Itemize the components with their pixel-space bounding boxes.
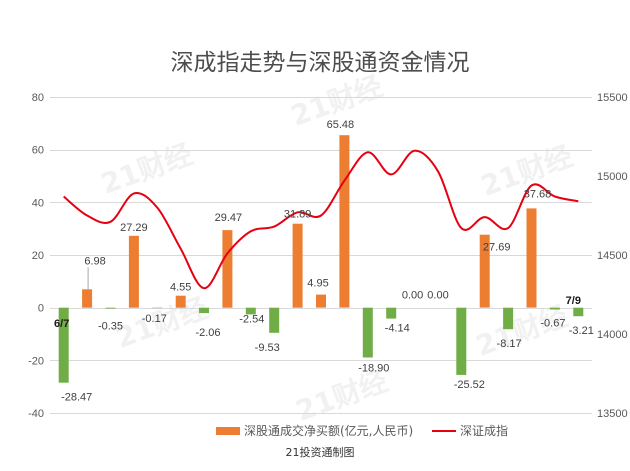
- data-label: 37.68: [524, 188, 552, 200]
- data-label: 0.00: [402, 290, 423, 302]
- y-left-tick-label: 60: [32, 145, 44, 157]
- y-right-tick-label: 14000: [597, 329, 628, 341]
- bar-negative: [199, 307, 209, 314]
- data-label: 65.48: [327, 119, 355, 131]
- bar-series: [58, 135, 584, 383]
- data-label: -28.47: [61, 392, 92, 404]
- data-label: -25.52: [454, 379, 485, 391]
- gridlines: [50, 97, 592, 414]
- legend-label-line: 深证成指: [460, 423, 508, 438]
- right-axis: 15500 15000 14500 14000 13500: [597, 92, 628, 420]
- bar-negative: [245, 307, 256, 315]
- data-label: -4.14: [385, 323, 410, 335]
- bar-negative: [456, 307, 467, 375]
- bar-positive: [175, 295, 186, 308]
- bar-negative: [58, 307, 69, 383]
- data-label: -0.17: [142, 313, 167, 325]
- legend-swatch-bar: [216, 427, 240, 435]
- legend: 深股通成交净买额(亿元,人民币) 深证成指: [216, 423, 508, 438]
- legend-label-bar: 深股通成交净买额(亿元,人民币): [244, 423, 413, 438]
- bar-positive: [479, 234, 490, 308]
- data-label: 27.69: [483, 242, 511, 254]
- category-labels: 6/7 7/9: [54, 295, 581, 330]
- data-label: -0.35: [98, 321, 123, 333]
- bar-negative: [362, 307, 373, 358]
- bar-negative: [573, 307, 584, 317]
- data-label: -2.06: [195, 327, 220, 339]
- bar-positive: [222, 230, 233, 308]
- data-label: -8.17: [497, 338, 522, 350]
- data-label: 27.29: [120, 222, 148, 234]
- data-label: -0.67: [540, 317, 565, 329]
- chart-title: 深成指走势与深股通资金情况: [171, 50, 470, 76]
- data-label: 6.98: [84, 255, 105, 267]
- data-label: -9.53: [255, 342, 280, 354]
- bar-negative: [503, 307, 514, 330]
- bar-negative: [386, 307, 397, 319]
- y-left-tick-label: 20: [32, 250, 44, 262]
- y-left-tick-label: 0: [38, 303, 44, 315]
- y-right-tick-label: 14500: [597, 250, 628, 262]
- bar-positive: [82, 289, 93, 308]
- bar-positive: [526, 208, 537, 308]
- y-left-tick-label: 40: [32, 197, 44, 209]
- bar-negative: [105, 307, 116, 309]
- data-label: 4.95: [307, 278, 328, 290]
- bar-positive: [128, 235, 139, 308]
- y-left-tick-label: -40: [28, 408, 44, 420]
- data-label: 0.00: [427, 290, 448, 302]
- left-axis: 80 60 40 20 0 -20 -40: [28, 92, 44, 420]
- bar-negative: [269, 307, 280, 333]
- legend-item-bar: 深股通成交净买额(亿元,人民币): [216, 423, 413, 438]
- y-right-tick-label: 13500: [597, 408, 628, 420]
- x-category-label: 6/7: [54, 318, 69, 330]
- data-label: -3.21: [569, 325, 594, 337]
- y-left-tick-label: -20: [28, 355, 44, 367]
- bar-negative: [549, 307, 560, 310]
- data-label: -18.90: [358, 362, 389, 374]
- line-series: [63, 149, 579, 290]
- bar-positive: [316, 294, 326, 308]
- bar-positive: [339, 135, 350, 308]
- y-right-tick-label: 15500: [597, 92, 628, 104]
- data-label: -2.54: [239, 313, 264, 325]
- bar-positive: [292, 223, 303, 308]
- legend-item-line: 深证成指: [432, 423, 508, 438]
- data-label: 31.89: [284, 209, 312, 221]
- x-category-label: 7/9: [566, 295, 581, 307]
- series-line-index: [63, 149, 579, 290]
- data-label: 29.47: [215, 212, 243, 224]
- data-labels: -28.47 6.98 -0.35 27.29 -0.17 4.55 -2.06 29.47 -…: [61, 119, 594, 403]
- y-right-tick-label: 15000: [597, 171, 628, 183]
- data-label: 4.55: [170, 282, 191, 294]
- source-note: 21投资通制图: [286, 445, 355, 459]
- y-left-tick-label: 80: [32, 92, 44, 104]
